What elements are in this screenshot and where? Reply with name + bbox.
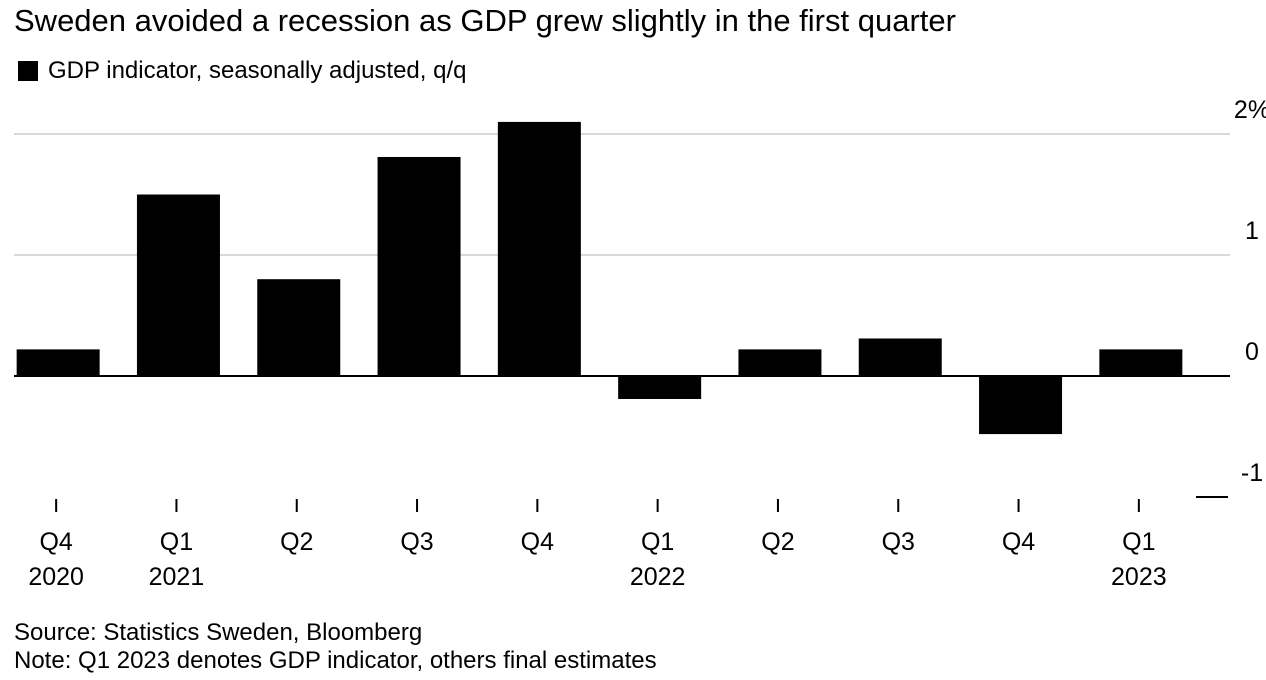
bar [858,338,942,376]
bar-chart: 2% 1 0 -1 Q4 2020 Q1 2021 Q2 Q3 Q4 Q1 2022 Q2 Q3 Q4 Q1 20… [14,96,1266,591]
bar [1099,349,1183,376]
x-tick-label: Q2 [761,528,794,556]
x-tick-label: Q2 [280,528,313,556]
bar [738,349,822,376]
x-tick-label: Q1 [641,528,674,556]
x-tick-label: Q4 [1002,528,1035,556]
x-tick-label: Q4 [521,528,554,556]
bar [377,156,461,376]
chart-title: Sweden avoided a recession as GDP grew s… [14,3,956,38]
legend: GDP indicator, seasonally adjusted, q/q [18,56,466,86]
legend-label: GDP indicator, seasonally adjusted, q/q [48,57,467,84]
y-tick-label: 0 [1245,338,1259,366]
legend-swatch [18,61,38,81]
y-tick-label: 1 [1245,217,1259,245]
bar [16,349,100,376]
bar [257,279,341,376]
y-tick-label: 2% [1234,96,1266,124]
x-tick-label: Q1 [1122,528,1155,556]
bar [136,194,220,376]
x-tick-label: Q3 [882,528,915,556]
x-tick-label: Q4 [39,528,72,556]
x-year-label: 2020 [28,563,84,591]
bar [618,376,702,399]
bar [497,121,581,377]
source-text: Source: Statistics Sweden, Bloomberg [14,619,423,646]
x-tick-label: Q1 [160,528,193,556]
x-year-label: 2022 [630,563,686,591]
bar [979,376,1063,435]
x-year-label: 2023 [1111,563,1167,591]
x-year-label: 2021 [149,563,205,591]
note-text: Note: Q1 2023 denotes GDP indicator, oth… [14,647,657,674]
x-tick-label: Q3 [400,528,433,556]
y-tick-label: -1 [1241,459,1263,487]
